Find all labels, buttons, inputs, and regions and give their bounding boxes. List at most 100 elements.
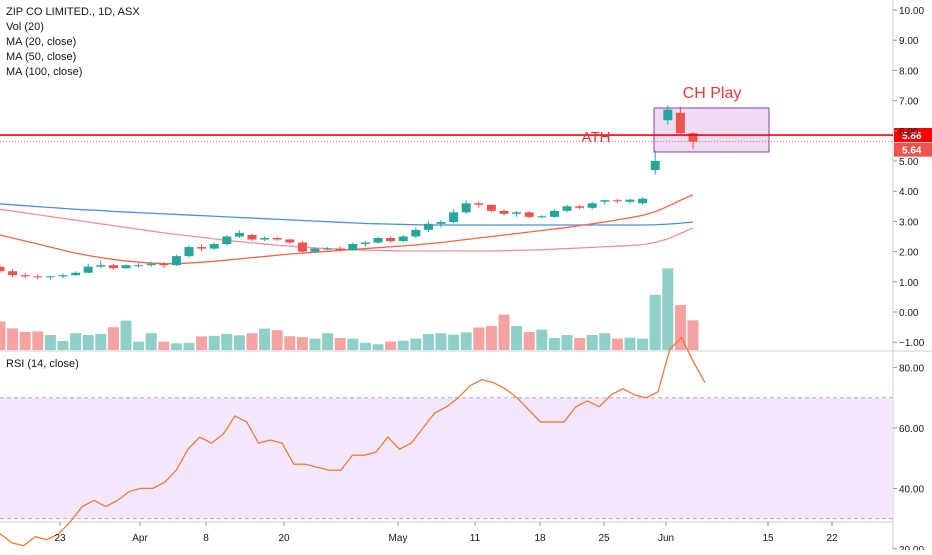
volume-bar bbox=[120, 320, 132, 350]
legend-ma100[interactable]: MA (100, close) bbox=[6, 66, 83, 78]
candle-body bbox=[234, 232, 244, 237]
price-axis-label: 6.00 bbox=[899, 127, 919, 138]
candle-body bbox=[335, 248, 345, 251]
candle-body bbox=[549, 210, 559, 217]
candle-body bbox=[474, 203, 484, 205]
volume-bar bbox=[7, 328, 19, 350]
volume-bar bbox=[485, 326, 497, 350]
candle-body bbox=[638, 198, 648, 204]
candle-body bbox=[386, 238, 396, 242]
candle-body bbox=[260, 238, 270, 240]
candle-body bbox=[0, 266, 5, 272]
ch-play-box[interactable] bbox=[653, 107, 770, 153]
volume-bar bbox=[460, 332, 472, 350]
candle-body bbox=[348, 244, 358, 251]
time-axis-label: Apr bbox=[132, 533, 148, 544]
candle-body bbox=[8, 271, 18, 276]
candle-body bbox=[297, 242, 307, 252]
volume-bar bbox=[435, 333, 447, 350]
volume-bar bbox=[246, 333, 258, 350]
volume-bar bbox=[0, 321, 6, 350]
volume-bar bbox=[95, 333, 107, 350]
candle-body bbox=[222, 236, 232, 245]
candle-body bbox=[537, 216, 547, 218]
legend-vol[interactable]: Vol (20) bbox=[6, 21, 44, 33]
candle-body bbox=[58, 275, 68, 277]
candle-body bbox=[423, 223, 433, 230]
volume-bar bbox=[170, 343, 182, 350]
candle-body bbox=[20, 275, 30, 277]
candle-body bbox=[499, 210, 509, 214]
volume-bar bbox=[334, 338, 346, 350]
price-axis-label: 5.00 bbox=[899, 157, 919, 168]
volume-bar bbox=[271, 330, 283, 350]
volume-bar bbox=[233, 335, 245, 350]
candle-body bbox=[398, 236, 408, 242]
price-axis-label: 2.00 bbox=[899, 248, 919, 259]
volume-bar bbox=[536, 329, 548, 350]
volume-bar bbox=[422, 334, 434, 350]
candle-body bbox=[650, 161, 660, 171]
volume-bar bbox=[410, 338, 422, 350]
rsi-line bbox=[0, 336, 706, 547]
ma20-line bbox=[0, 194, 694, 265]
rsi-axis-label: 20.00 bbox=[899, 545, 924, 550]
candle-body bbox=[171, 256, 181, 266]
candle-body bbox=[121, 265, 131, 269]
volume-bar bbox=[259, 328, 271, 350]
volume-bar bbox=[586, 335, 598, 350]
price-axis-label: 7.00 bbox=[899, 97, 919, 108]
volume-bar bbox=[32, 331, 44, 350]
candle-body bbox=[600, 200, 610, 202]
candle-body bbox=[83, 266, 93, 273]
candle-body bbox=[96, 265, 106, 267]
volume-bar bbox=[624, 337, 636, 350]
candle-body bbox=[33, 276, 43, 278]
ath-price-text: 5.86 bbox=[902, 131, 922, 142]
candle-body bbox=[159, 263, 169, 266]
candle-body bbox=[197, 247, 207, 249]
candle-body bbox=[184, 247, 194, 257]
candle-body bbox=[675, 112, 685, 134]
rsi-legend[interactable]: RSI (14, close) bbox=[6, 358, 79, 370]
volume-bar bbox=[561, 335, 573, 350]
volume-bar bbox=[637, 338, 649, 350]
volume-bar bbox=[687, 320, 699, 350]
time-axis-label: 8 bbox=[203, 533, 209, 544]
time-axis-label: 11 bbox=[470, 533, 481, 544]
candle-body bbox=[411, 229, 421, 237]
price-axis-label: 9.00 bbox=[899, 36, 919, 47]
volume-bar bbox=[498, 314, 510, 350]
symbol-title[interactable]: ZIP CO LIMITED., 1D, ASX bbox=[6, 6, 140, 18]
candle-body bbox=[688, 133, 698, 142]
price-axis-label: 0.00 bbox=[899, 308, 919, 319]
candle-body bbox=[575, 206, 585, 208]
legend-ma20[interactable]: MA (20, close) bbox=[6, 36, 77, 48]
volume-bar bbox=[397, 340, 409, 350]
rsi-axis-label: 40.00 bbox=[899, 484, 924, 495]
price-axis-label: 4.00 bbox=[899, 187, 919, 198]
volume-bar bbox=[133, 341, 145, 350]
legend-ma50[interactable]: MA (50, close) bbox=[6, 51, 77, 63]
candle-body bbox=[373, 238, 383, 243]
candle-body bbox=[209, 244, 219, 249]
time-axis-label: 18 bbox=[534, 533, 546, 544]
candle-body bbox=[310, 248, 320, 252]
volume-bar bbox=[145, 333, 157, 350]
candle-body bbox=[360, 242, 370, 245]
price-axis-label: −1.00 bbox=[899, 338, 925, 349]
volume-bar bbox=[574, 338, 586, 350]
price-axis-label: 8.00 bbox=[899, 66, 919, 77]
volume-bar bbox=[611, 338, 623, 350]
last-price-text: 5.64 bbox=[902, 146, 922, 157]
ath-price-badge bbox=[894, 128, 932, 143]
time-axis-label: Jun bbox=[658, 533, 674, 544]
volume-bar bbox=[322, 333, 334, 350]
time-axis-label: 22 bbox=[826, 533, 838, 544]
ath-label: ATH bbox=[582, 129, 611, 146]
volume-bar bbox=[372, 344, 384, 350]
chart-legend: ZIP CO LIMITED., 1D, ASX Vol (20) MA (20… bbox=[6, 5, 140, 80]
volume-bar bbox=[196, 336, 208, 350]
